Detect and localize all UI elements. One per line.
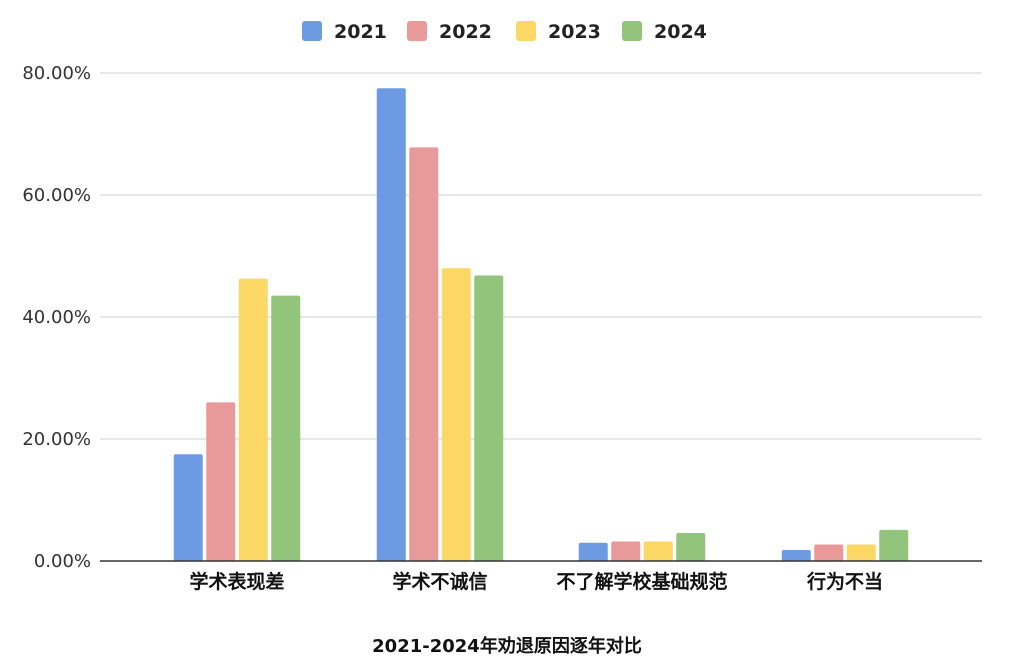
legend: 2021 2022 2023 2024: [302, 21, 707, 43]
x-category-label: 不了解学校基础规范: [556, 570, 727, 593]
legend-label-2024: 2024: [654, 21, 707, 43]
y-tick-label: 20.00%: [22, 429, 91, 450]
bars: [173, 88, 909, 562]
bar-2024-1: [474, 275, 504, 561]
x-category-label: 学术不诚信: [392, 570, 487, 593]
legend-swatch-2023: [516, 21, 536, 41]
bar-2021-3: [781, 550, 811, 561]
bar-2023-1: [441, 268, 471, 561]
bar-2024-2: [676, 532, 706, 561]
bar-2021-1: [376, 88, 406, 561]
y-tick-label: 40.00%: [22, 307, 91, 328]
legend-swatch-2022: [407, 21, 427, 41]
legend-label-2022: 2022: [439, 21, 492, 43]
y-tick-label: 80.00%: [22, 63, 91, 84]
bar-2023-3: [846, 544, 876, 561]
bar-2022-3: [814, 544, 844, 561]
x-category-label: 学术表现差: [189, 570, 284, 593]
bar-2023-2: [643, 541, 673, 561]
legend-swatch-2024: [622, 21, 642, 41]
legend-label-2023: 2023: [548, 21, 601, 43]
x-axis-labels: 学术表现差 学术不诚信 不了解学校基础规范 行为不当: [189, 570, 883, 593]
gridlines: [100, 72, 982, 440]
bar-2021-0: [173, 454, 203, 561]
bar-2024-0: [271, 295, 301, 561]
legend-label-2021: 2021: [334, 21, 387, 43]
bar-2021-2: [578, 542, 608, 561]
legend-swatch-2021: [302, 21, 322, 41]
bar-2024-3: [879, 529, 909, 561]
chart-title: 2021-2024年劝退原因逐年对比: [372, 635, 642, 657]
y-tick-label: 0.00%: [34, 551, 91, 572]
bar-2022-2: [611, 541, 641, 561]
x-category-label: 行为不当: [806, 570, 883, 593]
bar-2022-1: [409, 147, 439, 562]
bar-2023-0: [238, 278, 268, 561]
y-tick-label: 60.00%: [22, 185, 91, 206]
bar-2022-0: [206, 402, 236, 561]
y-axis-ticks: 0.00% 20.00% 40.00% 60.00% 80.00%: [22, 63, 91, 572]
